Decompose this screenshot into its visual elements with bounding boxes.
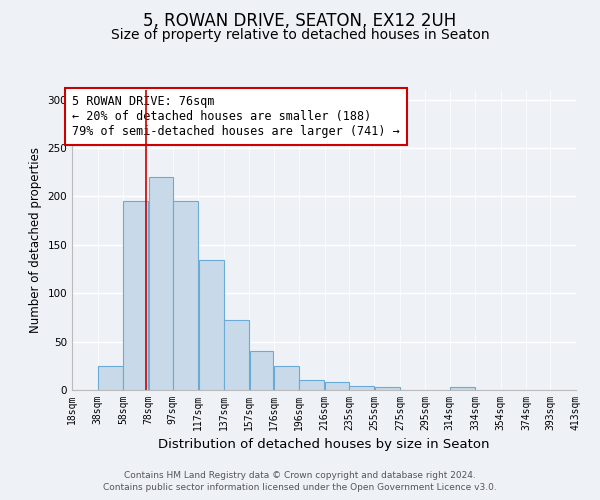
Bar <box>349 386 374 390</box>
X-axis label: Distribution of detached houses by size in Seaton: Distribution of detached houses by size … <box>158 438 490 452</box>
Bar <box>299 380 325 390</box>
Bar <box>149 177 173 390</box>
Bar <box>274 366 299 390</box>
Bar <box>123 202 148 390</box>
Bar <box>374 387 400 390</box>
Text: Contains HM Land Registry data © Crown copyright and database right 2024.: Contains HM Land Registry data © Crown c… <box>124 471 476 480</box>
Text: Contains public sector information licensed under the Open Government Licence v3: Contains public sector information licen… <box>103 484 497 492</box>
Text: 5 ROWAN DRIVE: 76sqm
← 20% of detached houses are smaller (188)
79% of semi-deta: 5 ROWAN DRIVE: 76sqm ← 20% of detached h… <box>72 95 400 138</box>
Bar <box>199 260 224 390</box>
Bar <box>173 202 198 390</box>
Bar <box>250 352 274 390</box>
Bar <box>450 387 475 390</box>
Bar <box>98 366 123 390</box>
Text: Size of property relative to detached houses in Seaton: Size of property relative to detached ho… <box>110 28 490 42</box>
Bar <box>325 382 349 390</box>
Text: 5, ROWAN DRIVE, SEATON, EX12 2UH: 5, ROWAN DRIVE, SEATON, EX12 2UH <box>143 12 457 30</box>
Y-axis label: Number of detached properties: Number of detached properties <box>29 147 42 333</box>
Bar <box>224 320 249 390</box>
